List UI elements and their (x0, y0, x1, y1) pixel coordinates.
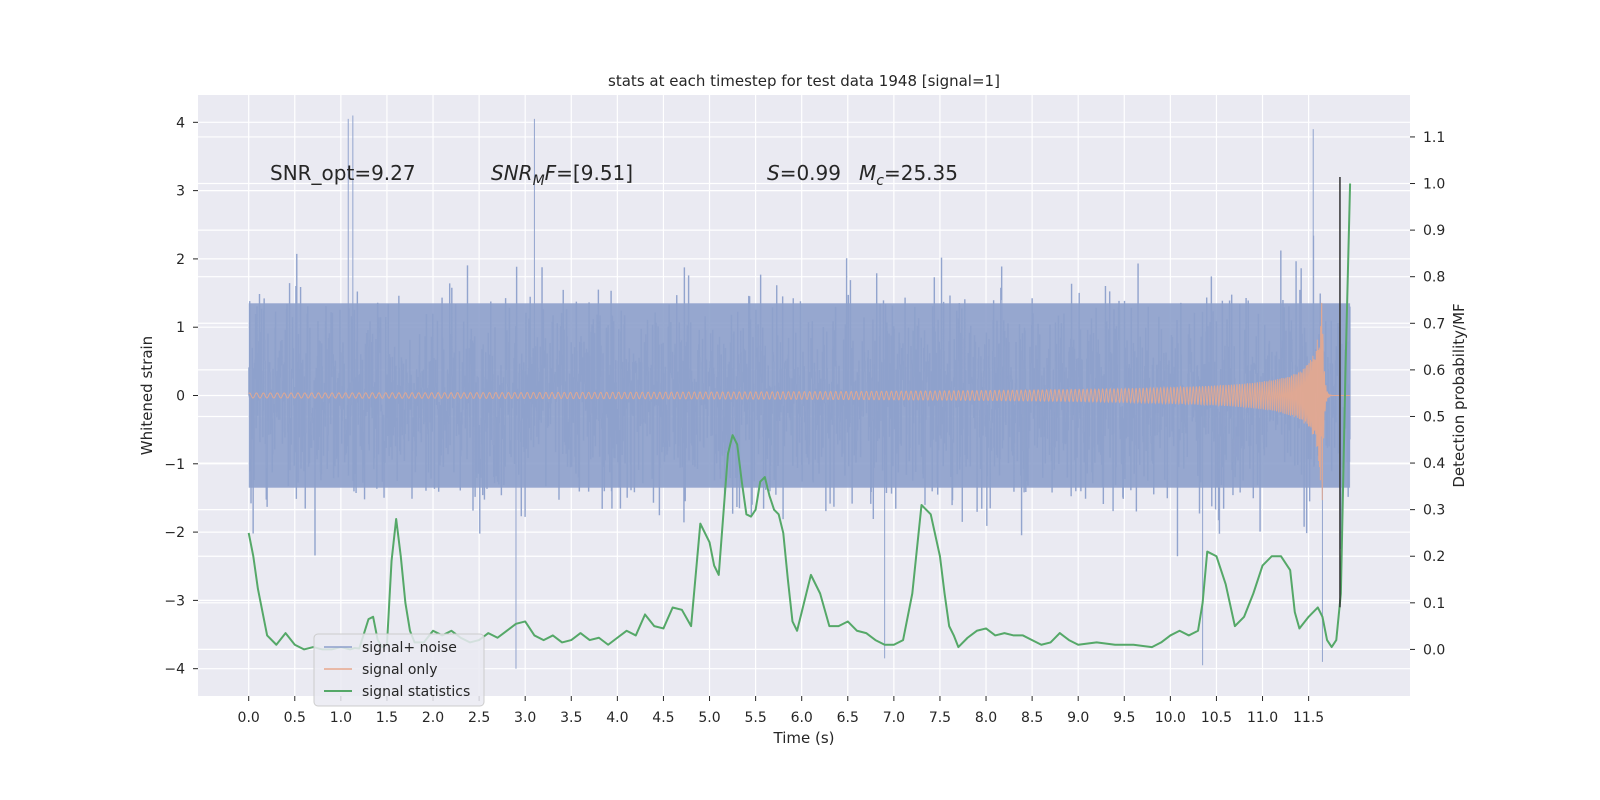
x-tick-label: 9.5 (1113, 710, 1135, 726)
x-tick-label: 11.0 (1247, 710, 1278, 726)
legend-label-signal-statistics: signal statistics (362, 684, 470, 700)
y-tick-label: −1 (164, 457, 185, 473)
x-tick-label: 6.0 (791, 710, 813, 726)
y-tick-label: −4 (164, 662, 185, 678)
x-tick-label: 5.5 (744, 710, 766, 726)
x-tick-label: 4.0 (606, 710, 628, 726)
y2-tick-label: 1.1 (1423, 130, 1445, 146)
mc-symbol: M (859, 161, 876, 185)
y-tick-label: −2 (164, 525, 185, 541)
s-symbol: S (767, 161, 780, 185)
y2-tick-label: 0.1 (1423, 596, 1445, 612)
x-tick-label: 5.0 (698, 710, 720, 726)
series-signal-statistics (247, 183, 1352, 651)
signal-statistics-line (247, 183, 1352, 651)
y2-tick-label: 0.4 (1423, 456, 1445, 472)
y2-tick-label: 0.8 (1423, 270, 1445, 286)
legend-box (313, 633, 485, 707)
s-value: =0.99 (780, 161, 841, 185)
snr-mf-symbol-2: F (545, 161, 557, 185)
chart-title: stats at each timestep for test data 194… (608, 72, 1000, 90)
y-axis-label: Whitened strain (138, 336, 156, 455)
x-axis-label: Time (s) (773, 729, 835, 747)
snr-mf-value: =[9.51] (556, 161, 633, 185)
y2-tick-label: 0.0 (1423, 642, 1445, 658)
snr-mf-symbol: SNR (491, 161, 533, 185)
x-tick-label: 0.5 (284, 710, 306, 726)
x-tick-label: 8.5 (1021, 710, 1043, 726)
x-tick-label: 2.5 (468, 710, 490, 726)
mc-subscript: c (876, 173, 884, 189)
snr-mf-subscript: M (533, 173, 545, 189)
legend-label-signal-only: signal only (362, 662, 437, 678)
annotation-snr-mf: SNRMF=[9.51] (491, 161, 633, 189)
y2-tick-label: 0.3 (1423, 503, 1445, 519)
x-tick-label: 11.5 (1293, 710, 1324, 726)
y2-tick-label: 0.7 (1423, 316, 1445, 332)
y-tick-label: −3 (164, 593, 185, 609)
x-tick-label: 0.0 (238, 710, 260, 726)
y2-axis-label: Detection probability/MF (1450, 303, 1468, 487)
annotation-mc: Mc=25.35 (859, 161, 958, 189)
x-tick-label: 2.0 (422, 710, 444, 726)
y-tick-label: 2 (176, 252, 185, 268)
y2-tick-label: 0.5 (1423, 409, 1445, 425)
y-tick-label: 3 (176, 184, 185, 200)
x-tick-label: 3.0 (514, 710, 536, 726)
annotation-snr-opt: SNR_opt=9.27 (270, 161, 416, 185)
x-tick-label: 7.5 (929, 710, 951, 726)
mc-value: =25.35 (884, 161, 958, 185)
y2-tick-label: 0.2 (1423, 549, 1445, 565)
legend-label-signal-plus-noise: signal+ noise (362, 640, 457, 656)
y-tick-label: 1 (176, 320, 185, 336)
x-tick-label: 1.0 (330, 710, 352, 726)
y2-tick-label: 1.0 (1423, 177, 1445, 193)
y2-tick-label: 0.9 (1423, 223, 1445, 239)
signal-only-trace (248, 302, 1351, 501)
x-tick-label: 7.0 (883, 710, 905, 726)
legend: signal+ noise signal only signal statist… (313, 633, 485, 707)
x-tick-label: 4.5 (652, 710, 674, 726)
x-tick-label: 9.0 (1067, 710, 1089, 726)
y2-tick-label: 0.6 (1423, 363, 1445, 379)
x-tick-label: 6.5 (837, 710, 859, 726)
y-tick-label: 0 (176, 389, 185, 405)
x-tick-label: 10.0 (1155, 710, 1186, 726)
series-signal-only (248, 302, 1351, 501)
y-tick-label: 4 (176, 115, 185, 131)
x-tick-label: 1.5 (376, 710, 398, 726)
annotation-s: S=0.99 (767, 161, 841, 185)
x-tick-label: 8.0 (975, 710, 997, 726)
ticks: 0.0 0.5 1.0 1.5 2.0 2.5 3.0 3.5 4.0 4.5 5.0 5.5 6.0 6… (164, 115, 1445, 726)
x-tick-label: 3.5 (560, 710, 582, 726)
x-tick-label: 10.5 (1201, 710, 1232, 726)
